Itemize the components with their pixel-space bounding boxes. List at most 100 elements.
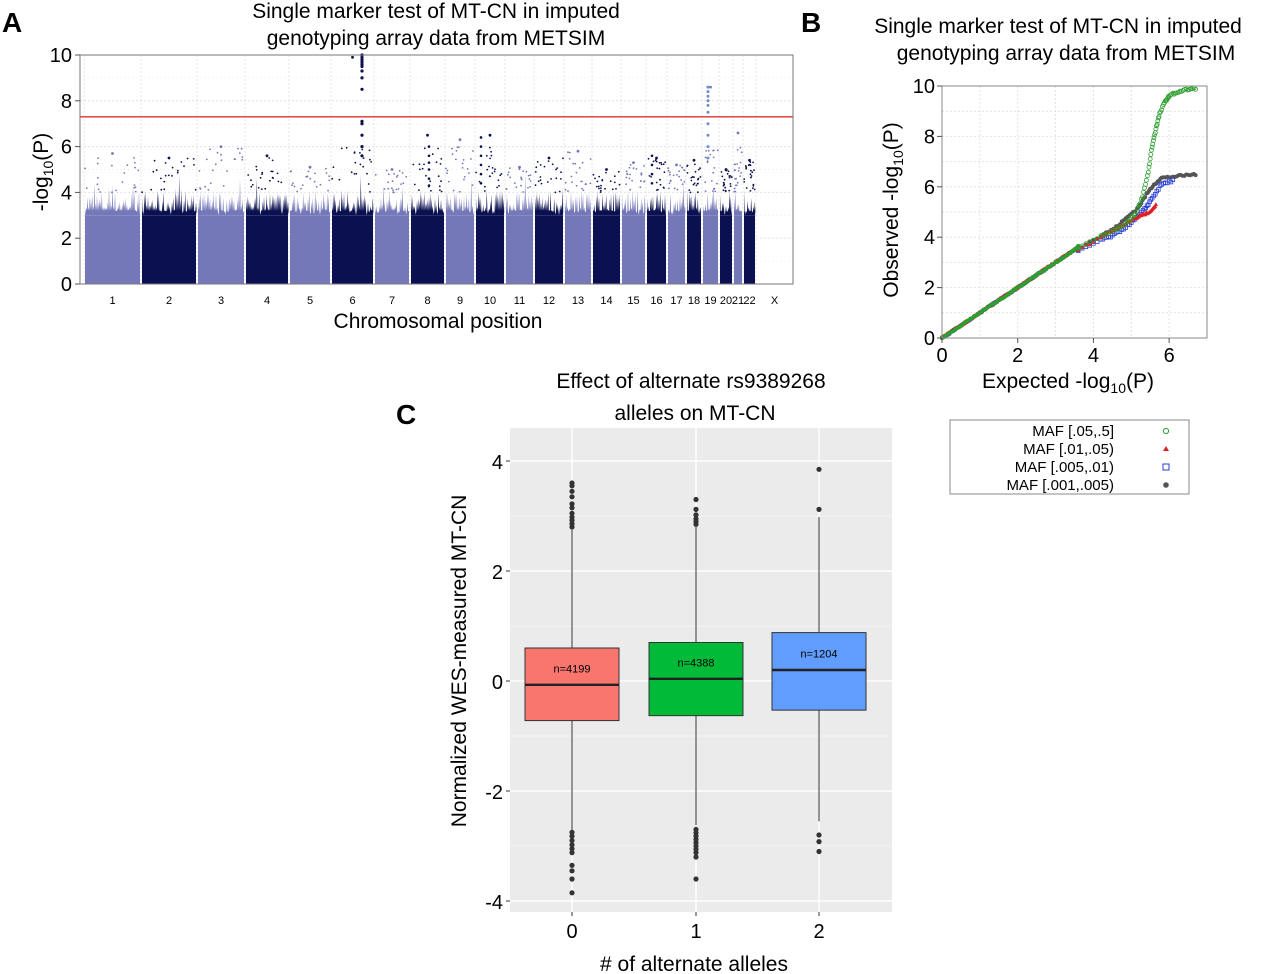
- chrom-10-peak: [488, 133, 492, 137]
- snp-point: [647, 157, 650, 160]
- snp-point: [515, 186, 518, 189]
- snp-point: [220, 153, 222, 156]
- panel-letter-b: B: [801, 7, 821, 38]
- chrom-20-body: [720, 215, 732, 284]
- snp-point: [291, 184, 293, 187]
- snp-point: [617, 170, 620, 173]
- snp-point: [314, 172, 316, 175]
- snp-point: [648, 175, 651, 177]
- snp-point: [740, 151, 743, 154]
- snp-point: [729, 185, 732, 188]
- chr8-spike-point: [427, 177, 431, 180]
- snp-point: [212, 169, 214, 172]
- chrom-22-top: [744, 191, 756, 216]
- snp-point: [729, 175, 732, 177]
- snp-point: [743, 181, 746, 183]
- snp-point: [216, 151, 219, 154]
- snp-point: [397, 188, 400, 190]
- qq-point: [1075, 245, 1081, 251]
- snp-point: [328, 175, 331, 178]
- snp-point: [609, 180, 612, 183]
- snp-point: [652, 160, 655, 163]
- snp-point: [704, 190, 707, 193]
- snp-point: [498, 184, 500, 187]
- snp-point: [160, 188, 163, 191]
- snp-point: [240, 147, 243, 150]
- snp-point: [264, 187, 267, 190]
- qq-point: [1142, 206, 1147, 211]
- panel-a: A Single marker test of MT-CN in imputed…: [2, 0, 794, 333]
- snp-point: [439, 163, 442, 165]
- snp-point: [405, 176, 408, 178]
- snp-point: [681, 183, 684, 186]
- snp-point: [613, 175, 616, 178]
- panel-b-ylabel-sub: 10: [890, 150, 906, 166]
- snp-point: [745, 167, 748, 170]
- panel-b-title-line-1: Single marker test of MT-CN in imputed: [874, 15, 1242, 38]
- snp-point: [398, 170, 401, 172]
- snp-point: [546, 181, 549, 183]
- snp-point: [736, 149, 739, 151]
- snp-point: [455, 150, 458, 152]
- qq-point: [1103, 232, 1109, 238]
- qq-point: [1111, 227, 1116, 233]
- snp-point: [551, 163, 554, 166]
- chr6-signal-point: [360, 60, 364, 64]
- chr6-signal-point: [360, 87, 364, 91]
- chr19-signal-point: [706, 103, 710, 107]
- snp-point: [350, 171, 353, 174]
- snp-point: [560, 178, 562, 180]
- qq-point: [1126, 218, 1132, 224]
- snp-point: [626, 173, 629, 176]
- snp-point: [699, 176, 702, 178]
- snp-point: [751, 171, 754, 174]
- snp-point: [737, 170, 740, 172]
- snp-point: [520, 177, 523, 180]
- chr10-spike-point: [479, 154, 483, 158]
- snp-point: [525, 170, 528, 173]
- panel-a-ylabel-main: -log: [30, 176, 53, 211]
- snp-point: [276, 172, 279, 175]
- y-tick-label: 2: [492, 562, 503, 584]
- chrom-7-peak: [390, 168, 394, 171]
- snp-point: [575, 171, 578, 174]
- chr19-signal-point: [706, 133, 710, 137]
- panel-a-ylabel-sub: 10: [40, 160, 56, 176]
- outlier-point: [569, 494, 575, 500]
- snp-point: [600, 189, 602, 192]
- snp-point: [222, 185, 225, 187]
- snp-point: [423, 147, 426, 150]
- snp-point: [543, 165, 546, 168]
- snp-point: [618, 183, 621, 186]
- snp-point: [753, 188, 756, 191]
- snp-point: [418, 189, 420, 192]
- snp-point: [659, 178, 661, 181]
- outlier-point: [569, 846, 575, 852]
- snp-point: [97, 176, 99, 179]
- snp-point: [539, 176, 542, 178]
- snp-point: [332, 166, 335, 169]
- snp-point: [528, 178, 531, 180]
- qq-point: [1140, 194, 1145, 200]
- snp-point: [688, 189, 691, 192]
- y-tick-label: 0: [492, 672, 503, 694]
- outlier-point: [693, 854, 699, 860]
- snp-point: [163, 180, 166, 183]
- snp-point: [471, 184, 474, 187]
- snp-point: [753, 169, 755, 172]
- snp-point: [567, 151, 569, 154]
- snp-point: [483, 190, 486, 192]
- snp-point: [724, 186, 727, 189]
- snp-point: [695, 184, 698, 187]
- snp-point: [570, 175, 573, 178]
- qq-point: [1154, 121, 1160, 127]
- snp-point: [693, 176, 695, 179]
- snp-point: [458, 190, 461, 193]
- snp-point: [301, 184, 304, 187]
- snp-point: [491, 172, 494, 175]
- chrom-7-body: [375, 215, 409, 284]
- outlier-point: [569, 837, 575, 844]
- snp-point: [752, 187, 754, 190]
- snp-point: [289, 170, 292, 173]
- snp-point: [722, 189, 725, 192]
